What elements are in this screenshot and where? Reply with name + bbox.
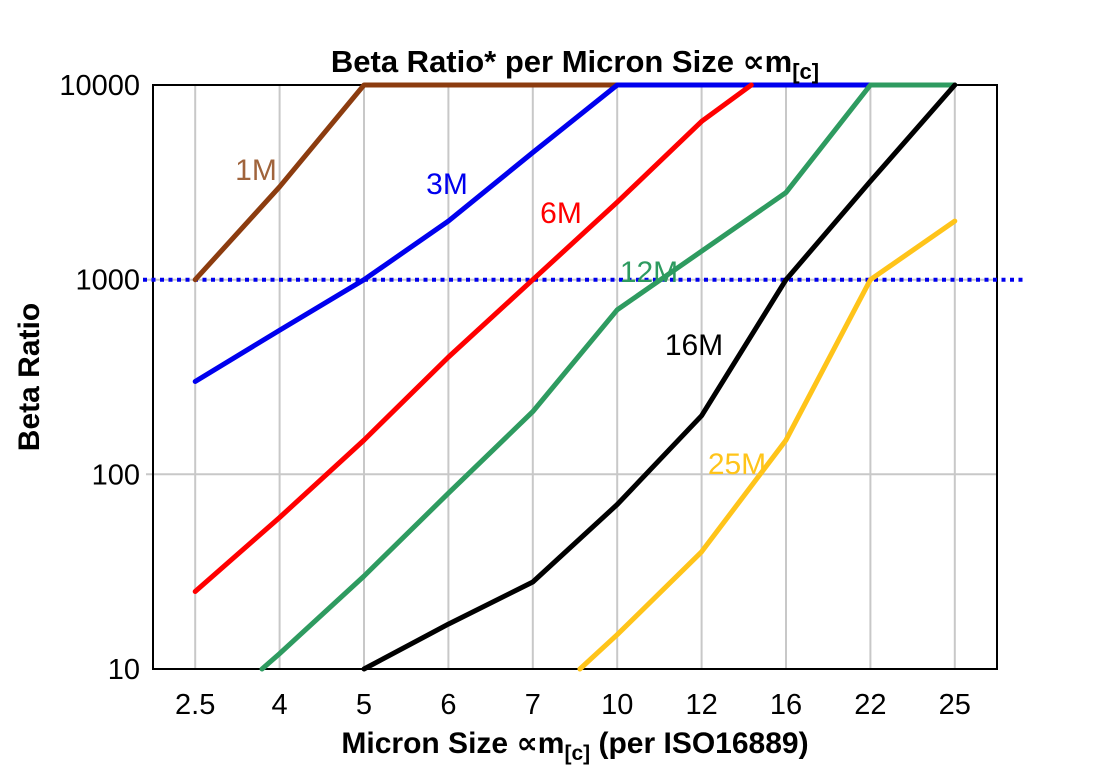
series-label-3M: 3M bbox=[426, 168, 468, 201]
series-label-6M: 6M bbox=[540, 197, 582, 230]
x-axis-title-suffix: (per ISO16889) bbox=[590, 727, 809, 760]
y-axis-title: Beta Ratio bbox=[13, 302, 46, 452]
x-axis-title: Micron Size ∝m[c] (per ISO16889) bbox=[113, 726, 1037, 766]
x-tick-label: 5 bbox=[356, 689, 372, 721]
chart-title-symbol: ∝m bbox=[742, 44, 793, 79]
y-tick-label: 10000 bbox=[59, 70, 140, 102]
x-tick-label: 22 bbox=[854, 689, 886, 721]
series-line-6M bbox=[192, 82, 754, 594]
series-label-12M: 12M bbox=[620, 256, 678, 289]
series-line-25M bbox=[577, 218, 958, 672]
x-axis-title-symbol: ∝m bbox=[516, 727, 565, 760]
x-tick-label: 10 bbox=[601, 689, 633, 721]
series-line-16M bbox=[361, 82, 958, 672]
x-tick-label: 6 bbox=[440, 689, 456, 721]
y-tick-label: 10 bbox=[108, 654, 140, 686]
chart-title: Beta Ratio* per Micron Size ∝m[c] bbox=[133, 44, 1017, 85]
x-tick-label: 2.5 bbox=[175, 689, 215, 721]
series-line-12M bbox=[259, 82, 958, 672]
x-tick-label: 4 bbox=[272, 689, 288, 721]
series-label-25M: 25M bbox=[708, 448, 766, 481]
x-tick-label: 25 bbox=[939, 689, 971, 721]
x-tick-label: 12 bbox=[685, 689, 717, 721]
y-tick-label: 1000 bbox=[75, 265, 140, 297]
y-tick-label: 100 bbox=[92, 459, 140, 491]
series-label-1M: 1M bbox=[235, 154, 277, 187]
x-axis-title-text: Micron Size bbox=[341, 727, 517, 760]
chart-title-text: Beta Ratio* per Micron Size bbox=[330, 44, 743, 79]
x-tick-label: 7 bbox=[525, 689, 541, 721]
chart-title-subscript: [c] bbox=[792, 59, 820, 85]
series-line-3M bbox=[192, 82, 873, 384]
x-axis-title-subscript: [c] bbox=[564, 742, 591, 765]
series-label-16M: 16M bbox=[665, 329, 723, 362]
series-line-1M bbox=[192, 82, 620, 283]
x-tick-label: 16 bbox=[770, 689, 802, 721]
